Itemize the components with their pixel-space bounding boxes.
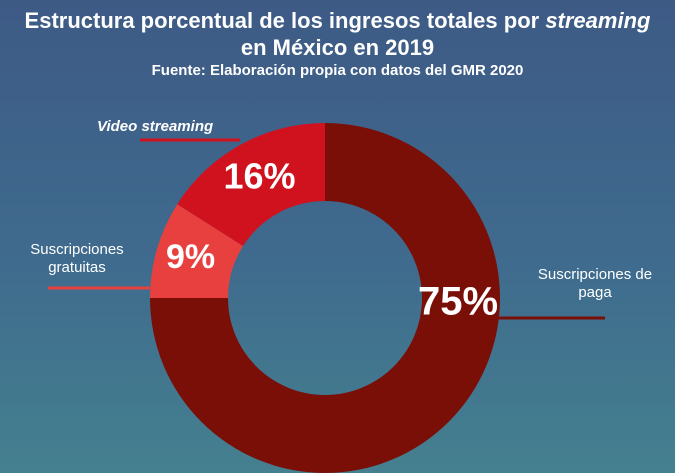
data-label-video-streaming: 16% [223, 155, 295, 196]
chart-subtitle: Fuente: Elaboración propia con datos del… [151, 62, 524, 79]
callout-video-text: Video streaming [97, 118, 214, 135]
slice-paga [150, 123, 500, 473]
chart-title: Estructura porcentual de los ingresos to… [0, 8, 675, 34]
callout-label-video-streaming: Video streaming [97, 118, 213, 136]
chart-title-italic: streaming [545, 8, 651, 33]
callout-gratuitas-line1: Suscripciones [30, 241, 124, 258]
callout-paga-line1: Suscripciones de [537, 266, 653, 283]
callout-label-gratuitas: Suscripciones gratuitas [17, 241, 137, 277]
slice-video-streaming [177, 123, 325, 247]
callout-paga-line2: paga [578, 284, 612, 301]
callout-label-paga: Suscripciones de paga [520, 266, 670, 302]
chart-title-text: Estructura porcentual de los ingresos to… [24, 8, 546, 33]
callout-gratuitas-line2: gratuitas [48, 259, 106, 276]
slice-gratuitas [150, 204, 244, 298]
data-label-paga: 75% [418, 280, 498, 324]
chart-title-line2: en México en 2019 [240, 35, 435, 60]
data-label-gratuitas: 9% [166, 238, 215, 276]
